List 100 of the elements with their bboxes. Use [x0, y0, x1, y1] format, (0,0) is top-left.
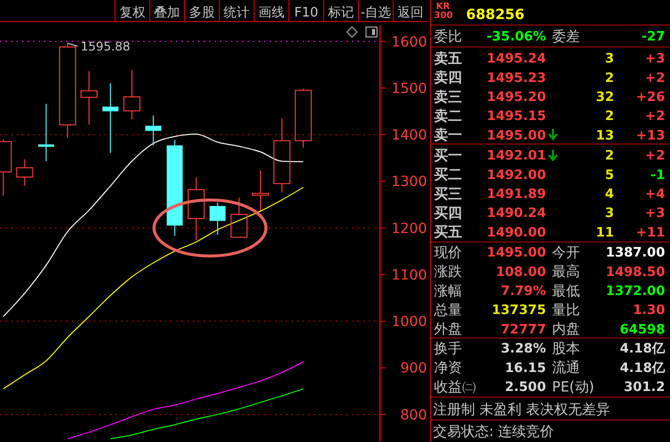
text: 2	[604, 70, 614, 86]
text: 72777	[500, 322, 546, 338]
text: 1491.89	[486, 186, 546, 202]
text: 4	[604, 186, 614, 202]
text: 卖五	[434, 50, 462, 67]
text: 今开	[552, 244, 580, 261]
text: 卖二	[434, 108, 462, 124]
text: 流通	[552, 360, 580, 376]
text: 净资	[434, 360, 462, 376]
y-tick-label: 1200	[391, 220, 427, 237]
text: +26	[636, 90, 665, 105]
text: 5	[604, 168, 614, 183]
text: 688256	[466, 6, 524, 23]
candlestick	[80, 70, 98, 125]
y-tick-label: 1600	[391, 34, 427, 50]
y-tick-label: 1400	[391, 128, 427, 144]
text: PE(动)	[552, 379, 594, 396]
text: +11	[636, 225, 665, 240]
text: 买一	[434, 148, 462, 164]
y-tick-label: 800	[400, 407, 427, 424]
y-tick-label: 1100	[391, 267, 427, 284]
text: +4	[645, 186, 665, 202]
text: +2	[645, 148, 665, 164]
text: +13	[636, 128, 665, 144]
text: 3	[604, 206, 614, 222]
candlestick	[38, 103, 54, 162]
text: 1490.00	[486, 225, 546, 240]
text: 137375	[492, 303, 546, 318]
text: KR 300	[434, 2, 453, 21]
text: 卖一	[434, 128, 462, 144]
text: 3.28%	[500, 342, 546, 357]
text: 1.30	[632, 303, 665, 318]
text: 卖三	[434, 89, 462, 106]
text: 4.18亿	[620, 360, 666, 376]
toolbar: 复权 叠加 多股 统计 画线 F10 标记 -自选 返回	[0, 0, 428, 22]
candlestick	[188, 177, 205, 241]
text: 外盘	[434, 322, 462, 338]
text: 1492.00	[486, 168, 546, 183]
text: 1498.50	[606, 264, 665, 280]
text: 64598	[620, 322, 665, 338]
text: 4.18亿	[620, 342, 666, 357]
text: 内盘	[552, 322, 580, 338]
line-series	[2, 186, 304, 390]
text: 1490.24	[486, 206, 546, 222]
text: 交易状态: 连续竞价	[433, 424, 554, 440]
text: 1495.24	[486, 52, 546, 67]
candlestick	[273, 118, 290, 193]
candlestick	[102, 82, 118, 154]
text: 1495.00	[486, 246, 546, 261]
text: 最高	[552, 264, 580, 280]
text: 1495.23	[486, 70, 546, 86]
line-series	[2, 134, 304, 318]
text: 买五	[434, 224, 462, 241]
text: 2	[604, 109, 614, 124]
text: 委差	[552, 28, 580, 45]
text: 现价	[434, 244, 462, 261]
text: 注册制 未盈利 表决权无差异	[433, 402, 610, 418]
text: 1495.00	[486, 128, 546, 144]
text: 7.79%	[500, 284, 546, 299]
text: 1387.00	[606, 246, 665, 261]
text: 13	[596, 128, 614, 144]
text: 股本	[552, 340, 580, 357]
line-series	[110, 388, 304, 440]
text: 收益㈡	[434, 379, 476, 396]
candlestick	[252, 170, 269, 211]
text: 换手	[434, 340, 462, 357]
text: 买三	[434, 186, 462, 202]
text: 涨幅	[434, 283, 462, 300]
text: 涨跌	[434, 264, 462, 280]
text: +2	[645, 70, 665, 86]
text: 卖四	[434, 70, 462, 86]
text: 量比	[552, 302, 580, 318]
candlestick	[145, 115, 162, 146]
text: 16.15	[504, 360, 546, 376]
text: 总量	[433, 302, 462, 318]
annotation: 1595.88	[80, 39, 130, 54]
text: 2.500	[504, 380, 546, 395]
text: 最低	[552, 283, 580, 300]
text: 委比	[434, 28, 462, 45]
y-tick-label: 1500	[391, 80, 427, 97]
text: +3	[645, 206, 665, 222]
text: 1492.01	[486, 148, 546, 164]
text: 1495.20	[486, 90, 546, 105]
text: 108.00	[496, 264, 546, 280]
text: +3	[645, 52, 665, 67]
text: 32	[596, 90, 614, 105]
line-series	[67, 361, 304, 440]
text: -35.06%	[486, 30, 546, 45]
text: 301.2	[624, 380, 665, 395]
text: 买四	[434, 206, 462, 222]
text: 买二	[434, 167, 462, 184]
y-tick-label: 1300	[391, 174, 427, 190]
text: +2	[645, 109, 665, 124]
text: -1	[650, 168, 665, 183]
text: 2	[604, 148, 614, 164]
text: -27	[642, 30, 665, 45]
text: 1372.00	[606, 284, 665, 299]
y-tick-label: 1000	[391, 314, 427, 330]
text: 3	[604, 52, 614, 67]
candlestick	[210, 202, 226, 236]
